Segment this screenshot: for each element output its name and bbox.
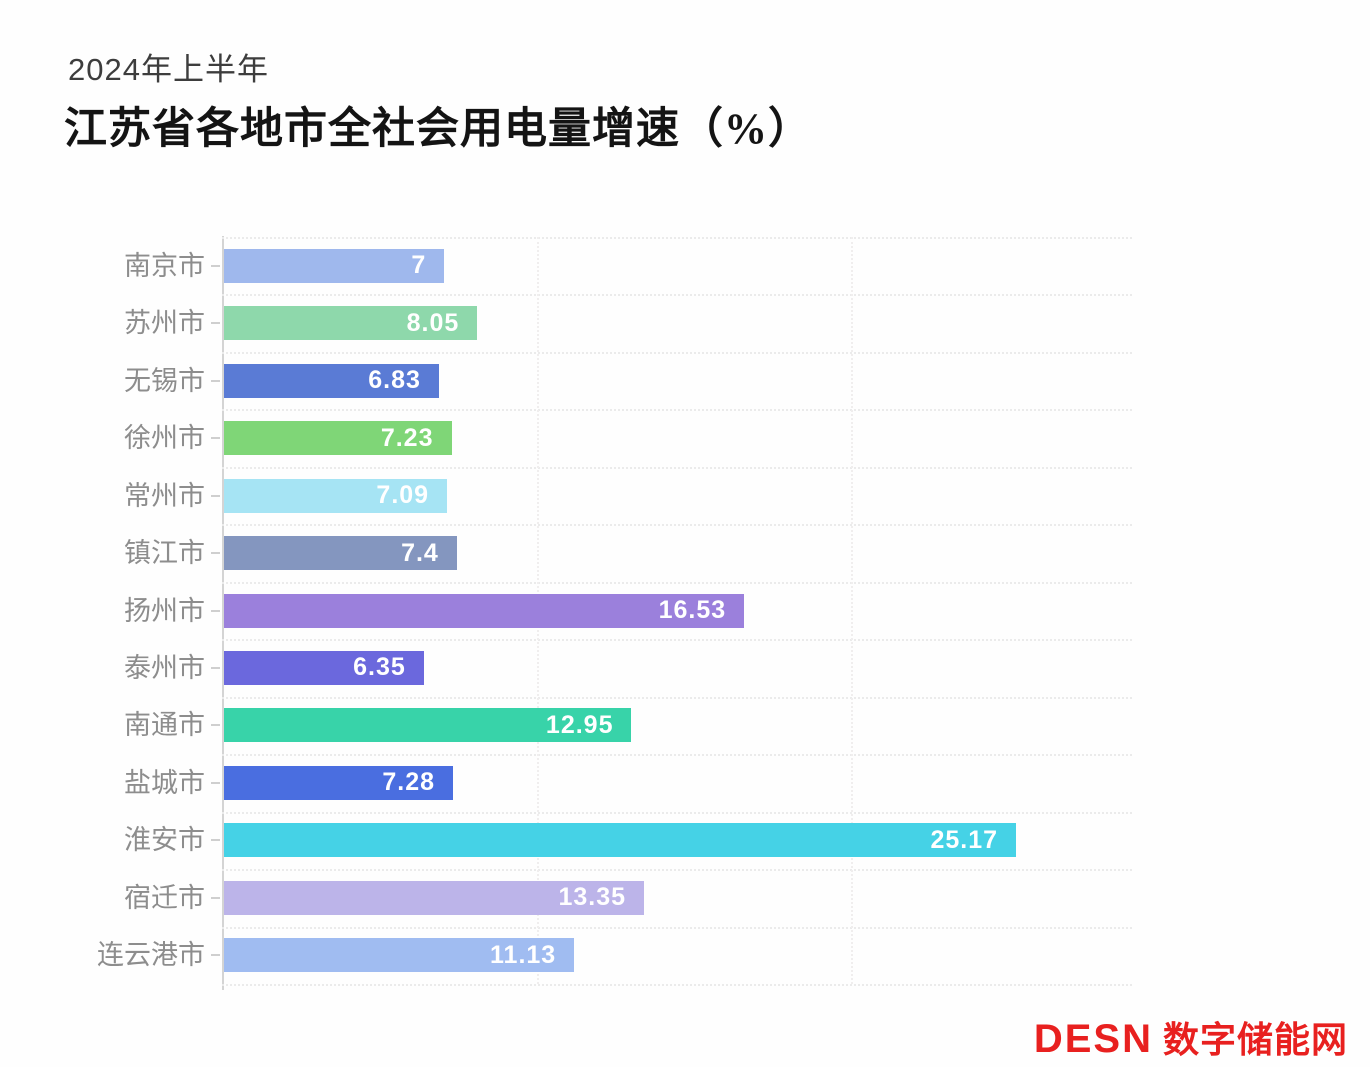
desn-logo: DESN 数字储能网 — [1034, 1011, 1348, 1063]
gridline-horizontal — [222, 466, 1132, 469]
gridline-horizontal — [222, 754, 1132, 757]
y-axis-label: 淮安市 — [124, 825, 205, 856]
bar-苏州市: 8.05 — [224, 306, 478, 341]
bar-value-label: 6.35 — [353, 653, 406, 682]
y-axis-tick — [211, 494, 220, 497]
bar-value-label: 11.13 — [490, 940, 557, 969]
y-axis-label: 泰州市 — [124, 652, 205, 683]
y-axis-line — [222, 236, 224, 990]
bar-镇江市: 7.4 — [224, 536, 457, 571]
bar-value-label: 7.28 — [382, 768, 436, 797]
y-axis-label: 无锡市 — [124, 365, 205, 396]
bar-value-label: 7.09 — [376, 481, 430, 510]
y-axis-label: 连云港市 — [97, 940, 205, 971]
bar-无锡市: 6.83 — [224, 363, 439, 398]
chart-subtitle: 2024年上半年 — [68, 52, 269, 87]
bar-value-label: 7.4 — [401, 538, 439, 567]
gridline-horizontal — [222, 351, 1132, 354]
logo-cn-text: 数字储能网 — [1162, 1019, 1348, 1060]
y-axis-label: 徐州市 — [124, 423, 205, 454]
y-axis-tick — [211, 954, 220, 957]
y-axis-tick — [211, 264, 220, 267]
y-axis-tick — [211, 322, 220, 325]
y-axis-label: 盐城市 — [124, 767, 205, 798]
bar-连云港市: 11.13 — [224, 938, 575, 973]
gridline-vertical — [851, 237, 854, 984]
bar-value-label: 25.17 — [930, 825, 998, 854]
gridline-horizontal — [222, 409, 1132, 412]
bar-value-label: 12.95 — [545, 710, 614, 739]
y-axis-tick — [211, 781, 220, 784]
bar-常州市: 7.09 — [224, 478, 448, 513]
gridline-horizontal — [222, 524, 1132, 527]
bar-value-label: 7.23 — [380, 423, 434, 452]
bar-泰州市: 6.35 — [224, 650, 424, 685]
y-axis-tick — [211, 724, 220, 727]
y-axis-tick — [211, 437, 220, 440]
bar-value-label: 16.53 — [658, 596, 727, 624]
bar-value-label: 13.35 — [558, 883, 627, 912]
bar-扬州市: 16.53 — [224, 593, 745, 628]
y-axis-tick — [211, 666, 220, 669]
y-axis-label: 南京市 — [124, 250, 205, 281]
gridline-horizontal — [222, 926, 1132, 929]
gridline-horizontal — [222, 984, 1132, 986]
bar-南京市: 7 — [224, 248, 445, 283]
gridline-horizontal — [222, 581, 1132, 584]
y-axis-tick — [211, 552, 220, 555]
logo-desn-text: DESN — [1033, 1017, 1153, 1061]
y-axis-label: 镇江市 — [124, 538, 205, 569]
y-axis-tick — [211, 609, 220, 612]
gridline-horizontal — [222, 294, 1132, 297]
gridline-horizontal — [222, 639, 1132, 642]
gridline-horizontal — [222, 237, 1132, 239]
bar-徐州市: 7.23 — [224, 421, 452, 456]
y-axis-label: 宿迁市 — [124, 882, 205, 913]
bar-南通市: 12.95 — [224, 708, 632, 743]
chart-title: 江苏省各地市全社会用电量增速（%） — [64, 106, 812, 153]
bar-value-label: 7 — [411, 251, 427, 280]
bar-value-label: 8.05 — [406, 308, 460, 337]
y-axis-tick — [211, 896, 220, 899]
bar-盐城市: 7.28 — [224, 765, 454, 800]
gridline-horizontal — [222, 696, 1132, 699]
y-axis-tick — [211, 379, 220, 382]
y-axis-label: 苏州市 — [124, 308, 205, 339]
y-axis-label: 扬州市 — [124, 595, 205, 626]
bar-value-label: 6.83 — [368, 366, 421, 395]
y-axis-label: 常州市 — [124, 480, 205, 511]
bar-淮安市: 25.17 — [224, 823, 1016, 858]
y-axis-label: 南通市 — [124, 710, 205, 741]
y-axis-tick — [211, 839, 220, 842]
gridline-horizontal — [222, 869, 1132, 872]
bar-宿迁市: 13.35 — [224, 880, 645, 915]
gridline-horizontal — [222, 811, 1132, 814]
